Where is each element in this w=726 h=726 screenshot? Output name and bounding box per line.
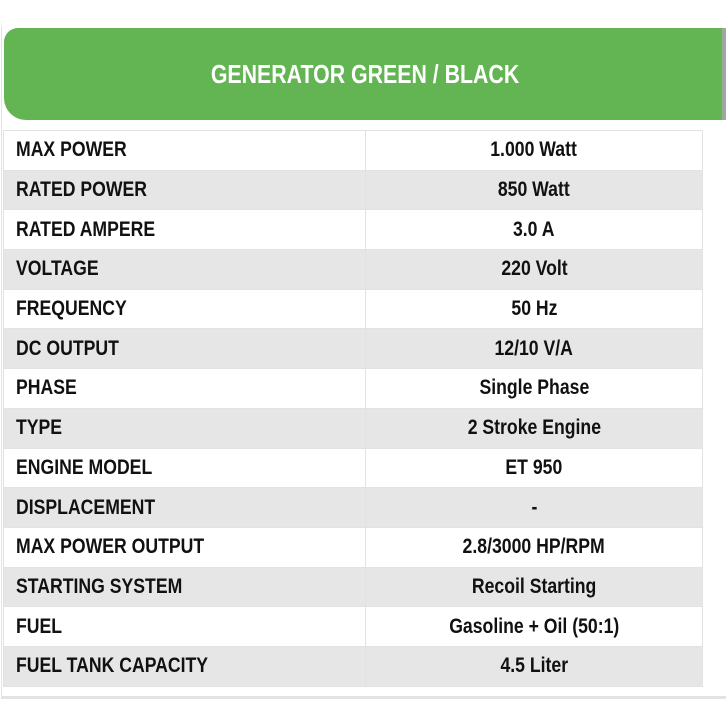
- spec-value-cell: 1.000 Watt: [365, 130, 703, 171]
- spec-value-cell: Gasoline + Oil (50:1): [365, 606, 703, 647]
- spec-value: 220 Volt: [500, 257, 568, 281]
- spec-value-cell: 850 Watt: [365, 169, 703, 211]
- spec-value: 850 Watt: [498, 178, 570, 202]
- spec-value: 4.5 Liter: [500, 654, 568, 678]
- spec-value-cell: 4.5 Liter: [365, 645, 703, 687]
- spec-label: VOLTAGE: [16, 257, 99, 281]
- table-row: TYPE 2 Stroke Engine: [3, 407, 703, 449]
- spec-value-cell: ET 950: [365, 447, 703, 489]
- spec-label-cell: PHASE: [3, 368, 366, 409]
- spec-value: Recoil Starting: [471, 574, 597, 598]
- spec-value-cell: 220 Volt: [365, 249, 703, 290]
- spec-label-cell: TYPE: [3, 407, 366, 449]
- spec-value-cell: 2 Stroke Engine: [365, 407, 703, 449]
- table-row: DISPLACEMENT -: [3, 487, 703, 528]
- spec-label-cell: VOLTAGE: [3, 249, 366, 290]
- table-row: PHASE Single Phase: [3, 368, 703, 409]
- spec-value: Gasoline + Oil (50:1): [448, 614, 620, 638]
- table-row: MAX POWER 1.000 Watt: [3, 130, 703, 171]
- table-row: RATED POWER 850 Watt: [3, 169, 703, 211]
- banner-edge: [722, 28, 726, 120]
- spec-label: DC OUTPUT: [16, 336, 119, 360]
- spec-value-cell: Recoil Starting: [365, 566, 703, 608]
- spec-value: 2.8/3000 HP/RPM: [462, 535, 606, 559]
- table-row: RATED AMPERE 3.0 A: [3, 209, 703, 251]
- spec-value-cell: Single Phase: [365, 368, 703, 409]
- spec-label-cell: FUEL TANK CAPACITY: [3, 645, 366, 687]
- spec-label-cell: DC OUTPUT: [3, 328, 366, 370]
- spec-label: RATED AMPERE: [16, 217, 156, 241]
- spec-label-cell: ENGINE MODEL: [3, 447, 366, 489]
- title-banner: GENERATOR GREEN / BLACK: [4, 28, 726, 120]
- table-row: FUEL TANK CAPACITY 4.5 Liter: [3, 645, 703, 687]
- spec-label-cell: MAX POWER OUTPUT: [3, 526, 366, 568]
- spec-value: 12/10 V/A: [494, 336, 574, 360]
- spec-value: 1.000 Watt: [490, 138, 578, 162]
- spec-label: MAX POWER: [16, 138, 127, 162]
- spec-label: FUEL TANK CAPACITY: [16, 654, 209, 678]
- spec-label: FREQUENCY: [16, 297, 127, 321]
- spec-value: ET 950: [505, 455, 563, 479]
- spec-label: MAX POWER OUTPUT: [16, 535, 205, 559]
- spec-label: STARTING SYSTEM: [16, 574, 183, 598]
- spec-value-cell: 12/10 V/A: [365, 328, 703, 370]
- spec-label: RATED POWER: [16, 178, 148, 202]
- table-row: FUEL Gasoline + Oil (50:1): [3, 606, 703, 647]
- spec-value: 2 Stroke Engine: [467, 416, 601, 440]
- table-row: FREQUENCY 50 Hz: [3, 288, 703, 330]
- spec-label: PHASE: [16, 376, 77, 400]
- spec-value-cell: 50 Hz: [365, 288, 703, 330]
- spec-table: MAX POWER 1.000 Watt RATED POWER 850 Watt RA…: [3, 130, 703, 687]
- spec-label-cell: MAX POWER: [3, 130, 366, 171]
- table-row: ENGINE MODEL ET 950: [3, 447, 703, 489]
- spec-label: ENGINE MODEL: [16, 455, 153, 479]
- spec-value-cell: 3.0 A: [365, 209, 703, 251]
- spec-label-cell: FUEL: [3, 606, 366, 647]
- page-title: GENERATOR GREEN / BLACK: [210, 58, 520, 89]
- spec-value-cell: 2.8/3000 HP/RPM: [365, 526, 703, 568]
- spec-value: 3.0 A: [513, 217, 555, 241]
- spec-value: Single Phase: [479, 376, 589, 400]
- spec-label-cell: FREQUENCY: [3, 288, 366, 330]
- table-row: VOLTAGE 220 Volt: [3, 249, 703, 290]
- spec-value: 50 Hz: [510, 297, 558, 321]
- spec-value: -: [531, 495, 537, 519]
- table-row: MAX POWER OUTPUT 2.8/3000 HP/RPM: [3, 526, 703, 568]
- table-row: STARTING SYSTEM Recoil Starting: [3, 566, 703, 608]
- table-row: DC OUTPUT 12/10 V/A: [3, 328, 703, 370]
- spec-card: [1, 26, 726, 699]
- spec-label-cell: RATED AMPERE: [3, 209, 366, 251]
- spec-value-cell: -: [365, 487, 703, 528]
- spec-label: DISPLACEMENT: [16, 495, 156, 519]
- spec-label-cell: RATED POWER: [3, 169, 366, 211]
- spec-label: FUEL: [16, 614, 63, 638]
- spec-label: TYPE: [16, 416, 63, 440]
- spec-label-cell: DISPLACEMENT: [3, 487, 366, 528]
- spec-label-cell: STARTING SYSTEM: [3, 566, 366, 608]
